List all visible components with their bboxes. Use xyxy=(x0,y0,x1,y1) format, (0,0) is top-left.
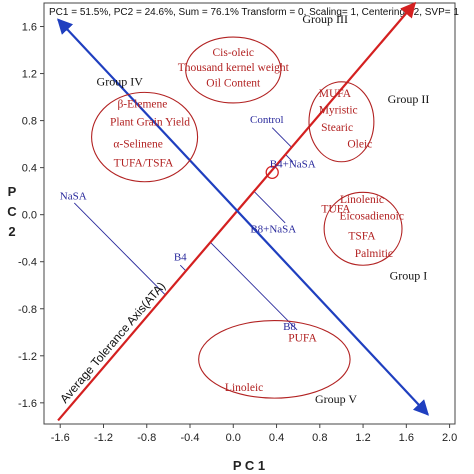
y-axis-title: P C 2 xyxy=(7,184,17,239)
trait-label-palmitic: Palmitic xyxy=(355,248,393,260)
y-tick-label: -1.2 xyxy=(18,351,37,363)
x-axis-ticks: -1.6 -1.2 -0.8 -0.4 0.0 0.4 0.8 1.2 1.6 2.0 xyxy=(51,424,457,444)
ellipse-group-iii xyxy=(185,36,282,104)
x-tick-label: -1.6 xyxy=(51,432,70,444)
x-tick-label: -1.2 xyxy=(94,432,113,444)
treatment-label-b4: B4 xyxy=(174,252,187,264)
x-tick-label: -0.4 xyxy=(181,432,200,444)
treatment-vector-b4 xyxy=(179,264,187,272)
trait-label-tufa: TUFA xyxy=(321,203,351,215)
trait-label-selinene: α-Selinene xyxy=(113,139,162,151)
trait-label-stearic: Stearic xyxy=(321,122,353,134)
trait-label-linolenic: Linolenic xyxy=(340,194,384,206)
trait-label-oleic: Oleic xyxy=(347,139,372,151)
group-labels: Group III Group IV Group II Group I Group V xyxy=(97,12,430,406)
group-label-group-v: Group V xyxy=(315,392,357,406)
y-axis-title-p: P xyxy=(8,184,17,199)
x-tick-label: 1.6 xyxy=(399,432,414,444)
y-tick-label: -1.6 xyxy=(18,398,37,410)
x-axis-title: P C 1 xyxy=(233,458,265,473)
y-tick-label: -0.4 xyxy=(18,257,37,269)
ellipse-group-ii xyxy=(308,81,375,163)
perpendicular-axis xyxy=(57,18,430,416)
trait-label-tsfa: TSFA xyxy=(348,230,376,242)
y-axis-ticks: 1.6 1.2 0.8 0.4 0.0 -0.4 -0.8 -1.2 -1.6 xyxy=(18,22,44,410)
y-axis-title-number: 2 xyxy=(8,224,15,239)
plot-frame xyxy=(43,2,456,425)
trait-label-cis-oleic: Cis-oleic xyxy=(213,47,255,59)
group-ellipses xyxy=(91,36,403,399)
ata-origin-marker xyxy=(265,165,279,179)
y-tick-label: 0.8 xyxy=(22,116,37,128)
x-tick-label: 1.2 xyxy=(355,432,370,444)
y-tick-label: 0.0 xyxy=(22,210,37,222)
y-tick-label: 1.2 xyxy=(22,69,37,81)
y-axis-title-c: C xyxy=(7,204,17,219)
x-tick-label: 0.0 xyxy=(226,432,241,444)
group-label-group-iv: Group IV xyxy=(97,74,144,88)
trait-label-eicosadienoic: Eicosadienoic xyxy=(339,210,404,222)
group-label-group-iii: Group III xyxy=(302,12,348,26)
ellipse-group-iv xyxy=(91,91,199,183)
plot-header: PC1 = 51.5%, PC2 = 24.6%, Sum = 76.1% Tr… xyxy=(49,7,459,18)
trait-label-myristic: Myristic xyxy=(319,105,358,117)
trait-label-mufa: MUFA xyxy=(319,88,352,100)
trait-label-thousand-kernel-weight: Thousand kernel weight xyxy=(178,62,290,74)
treatment-label-nasa: NaSA xyxy=(60,190,87,202)
x-tick-label: 0.8 xyxy=(312,432,327,444)
treatment-vector-b8 xyxy=(210,241,298,331)
y-tick-label: 1.6 xyxy=(22,22,37,34)
ellipse-group-v xyxy=(198,319,351,399)
trait-label-plant-grain-yield: Plant Grain Yield xyxy=(110,116,190,128)
ata-axis-label: Average Tolerance Axis(ATA) xyxy=(57,279,168,406)
treatment-vector-b8-nasa xyxy=(253,191,286,224)
group-label-group-ii: Group II xyxy=(388,92,430,106)
y-tick-label: -0.8 xyxy=(18,304,37,316)
trait-label-elemene: β-Elemene xyxy=(117,99,167,111)
treatment-labels: Control B4+NaSA NaSA B8+NaSA B4 B8 xyxy=(60,114,316,333)
treatment-label-b4-nasa: B4+NaSA xyxy=(270,159,316,171)
treatment-label-b8-nasa: B8+NaSA xyxy=(250,223,296,235)
trait-label-tufa-tsfa: TUFA/TSFA xyxy=(114,157,174,169)
x-tick-label: 2.0 xyxy=(442,432,457,444)
trait-label-linoleic: Linoleic xyxy=(225,382,263,394)
trait-label-oil-content: Oil Content xyxy=(206,77,261,89)
treatment-label-b8: B8 xyxy=(283,321,296,333)
treatment-vector-control xyxy=(271,127,292,148)
treatment-label-control: Control xyxy=(250,114,284,126)
x-tick-label: -0.8 xyxy=(137,432,156,444)
treatment-vector-nasa xyxy=(73,202,166,296)
trait-label-pufa: PUFA xyxy=(288,333,317,345)
y-tick-label: 0.4 xyxy=(22,163,37,175)
trait-labels: Cis-oleic Thousand kernel weight Oil Conte… xyxy=(110,47,404,394)
x-tick-label: 0.4 xyxy=(269,432,284,444)
group-label-group-i: Group I xyxy=(390,268,428,282)
ellipse-group-i xyxy=(323,191,403,266)
